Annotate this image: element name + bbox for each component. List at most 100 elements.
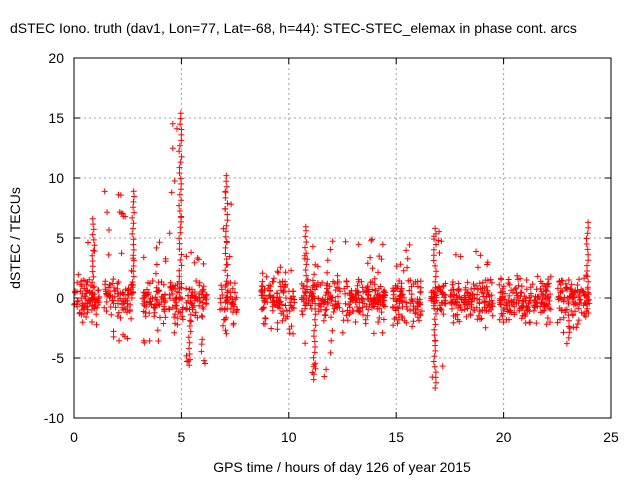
data-point [431, 363, 438, 370]
data-point [187, 295, 194, 301]
data-point [176, 170, 183, 176]
data-point [575, 305, 582, 312]
data-point [223, 330, 230, 337]
data-point [484, 288, 491, 295]
data-point [566, 329, 573, 336]
data-point [310, 333, 317, 340]
data-point [129, 279, 136, 285]
data-point [371, 281, 378, 288]
data-point [222, 316, 228, 323]
data-point [324, 257, 331, 264]
data-point [141, 298, 148, 305]
data-point [302, 340, 309, 347]
data-point [312, 360, 319, 367]
data-point [108, 311, 115, 318]
data-point [566, 317, 572, 324]
data-point [176, 296, 183, 303]
data-point [162, 255, 169, 262]
data-point [416, 317, 423, 324]
data-point [116, 209, 123, 215]
data-point [430, 257, 437, 264]
data-point [544, 315, 551, 321]
data-point [432, 273, 439, 280]
data-point [82, 295, 89, 302]
data-point [496, 281, 503, 288]
data-point [560, 298, 567, 305]
data-point [121, 333, 128, 340]
data-point [274, 290, 281, 297]
data-point [193, 278, 200, 284]
data-point [568, 286, 575, 293]
data-point [90, 221, 97, 228]
data-point [300, 285, 306, 292]
data-point [223, 239, 230, 246]
data-point [432, 385, 439, 391]
data-point [310, 354, 317, 361]
data-point [168, 284, 175, 291]
data-point [329, 302, 336, 309]
data-point [418, 308, 425, 315]
data-point [339, 308, 346, 315]
data-point [172, 311, 179, 318]
data-point [471, 295, 478, 302]
data-point [500, 296, 506, 303]
data-point [583, 272, 590, 279]
data-point [506, 281, 513, 288]
data-point [478, 315, 485, 322]
data-point [585, 251, 592, 258]
data-point [224, 272, 231, 279]
data-point [433, 379, 439, 386]
data-point [488, 279, 495, 286]
data-point [334, 272, 341, 279]
data-point [310, 376, 317, 383]
data-point [380, 316, 387, 323]
data-point [311, 327, 318, 334]
data-point [274, 268, 281, 275]
data-point [369, 236, 375, 243]
data-point [276, 305, 283, 312]
data-point [433, 268, 440, 275]
data-point [585, 257, 592, 264]
data-point [192, 309, 199, 316]
data-point [171, 329, 178, 336]
data-point [585, 219, 592, 226]
data-point [269, 278, 276, 285]
data-point [276, 279, 283, 286]
data-point [192, 312, 198, 319]
data-point [432, 369, 439, 376]
data-point [92, 302, 99, 308]
data-point [555, 296, 562, 303]
data-point [279, 317, 286, 324]
data-point [334, 279, 341, 285]
data-point [329, 294, 336, 301]
data-point [343, 278, 350, 284]
data-point [530, 307, 537, 314]
data-point [196, 290, 202, 297]
data-point [129, 214, 136, 221]
data-point [75, 297, 82, 304]
data-point [158, 299, 165, 305]
data-point [365, 291, 371, 298]
data-point [390, 322, 397, 329]
grid [74, 58, 611, 418]
data-point [303, 261, 310, 268]
data-point [461, 306, 468, 313]
data-point [404, 255, 411, 262]
data-point [547, 319, 553, 326]
data-point [104, 209, 111, 216]
data-point [458, 307, 465, 314]
data-point [529, 281, 536, 288]
data-point [174, 315, 181, 322]
data-point [260, 320, 267, 327]
data-point [89, 319, 95, 325]
data-point [486, 298, 493, 305]
data-point [560, 329, 567, 336]
data-point [74, 279, 81, 286]
data-point [321, 312, 328, 318]
data-point [554, 285, 561, 292]
data-point [502, 290, 508, 297]
y-tick-label: -10 [44, 410, 64, 426]
data-point [484, 261, 491, 268]
data-point [130, 257, 137, 264]
data-point [222, 189, 229, 196]
